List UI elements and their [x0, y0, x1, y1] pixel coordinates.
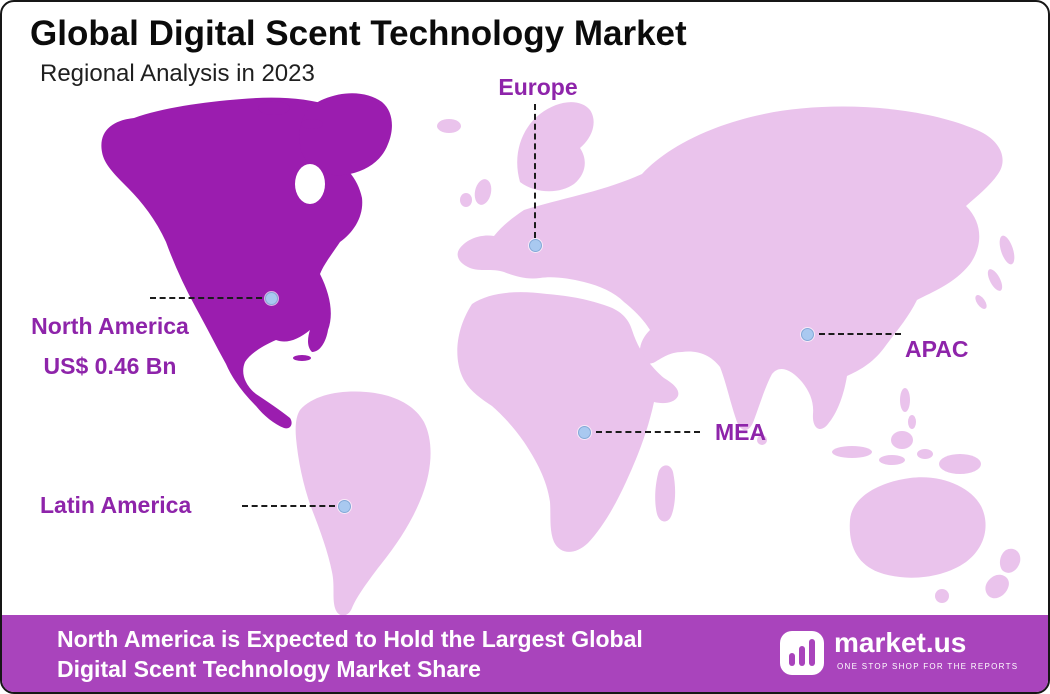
iceland-region: [437, 119, 461, 133]
australia-region: [849, 477, 986, 578]
hudson-bay: [295, 164, 325, 204]
sumatra-island: [832, 446, 872, 458]
latin-america-marker-dot: [338, 500, 351, 513]
new-zealand-south-region: [985, 574, 1009, 599]
eurasia-region: [457, 106, 1003, 431]
logo-bar-icon: [809, 639, 815, 666]
ireland-region: [460, 193, 472, 207]
latin-america-leader-line: [242, 505, 335, 507]
cuba-region: [293, 355, 311, 361]
page-subtitle: Regional Analysis in 2023: [40, 60, 315, 87]
apac-label: APAC: [905, 336, 969, 362]
new-guinea-island: [939, 454, 981, 474]
north-america-label: North America: [31, 313, 189, 339]
sulawesi-island: [917, 449, 933, 459]
africa-region: [457, 292, 679, 552]
new-zealand-north-region: [999, 548, 1021, 573]
north-america-marker-dot: [265, 292, 278, 305]
mea-leader-line: [596, 431, 700, 433]
page-title: Global Digital Scent Technology Market: [30, 14, 687, 53]
banner-line-2: Digital Scent Technology Market Share: [57, 656, 481, 682]
europe-leader-line: [534, 104, 536, 238]
south-america-region: [295, 391, 431, 616]
mea-marker-dot: [578, 426, 591, 439]
europe-marker-dot: [529, 239, 542, 252]
scandinavia-region: [517, 102, 594, 192]
market-us-logo-icon: [780, 631, 824, 675]
north-america-value: US$ 0.46 Bn: [43, 353, 177, 379]
mea-label: MEA: [715, 419, 767, 445]
greenland-region: [299, 93, 392, 176]
market-us-logo-name: market.us: [834, 627, 967, 658]
japan-kyushu-island: [975, 295, 987, 309]
java-island: [879, 455, 905, 465]
japan-island: [987, 269, 1003, 291]
philippines-south-island: [908, 415, 916, 429]
footer-banner: North America is Expected to Hold the La…: [2, 615, 1048, 692]
north-america-leader-line: [150, 297, 262, 299]
banner-text: North America is Expected to Hold the La…: [57, 624, 643, 684]
logo-bar-icon: [799, 646, 805, 666]
apac-marker-dot: [801, 328, 814, 341]
market-us-logo-tagline: ONE STOP SHOP FOR THE REPORTS: [837, 662, 1019, 671]
latin-america-label: Latin America: [40, 492, 192, 518]
tasmania-region: [935, 589, 949, 603]
sri-lanka-island: [757, 435, 767, 445]
philippines-island: [900, 388, 910, 412]
logo-bar-icon: [789, 653, 795, 666]
borneo-island: [891, 431, 913, 449]
japan-honshu-island: [999, 235, 1015, 265]
uk-region: [474, 179, 492, 205]
madagascar-region: [655, 465, 676, 522]
arctic-islands-region: [258, 101, 290, 115]
banner-line-1: North America is Expected to Hold the La…: [57, 626, 643, 652]
baffin-island-region: [301, 119, 323, 129]
apac-leader-line: [819, 333, 901, 335]
europe-label: Europe: [498, 74, 578, 100]
